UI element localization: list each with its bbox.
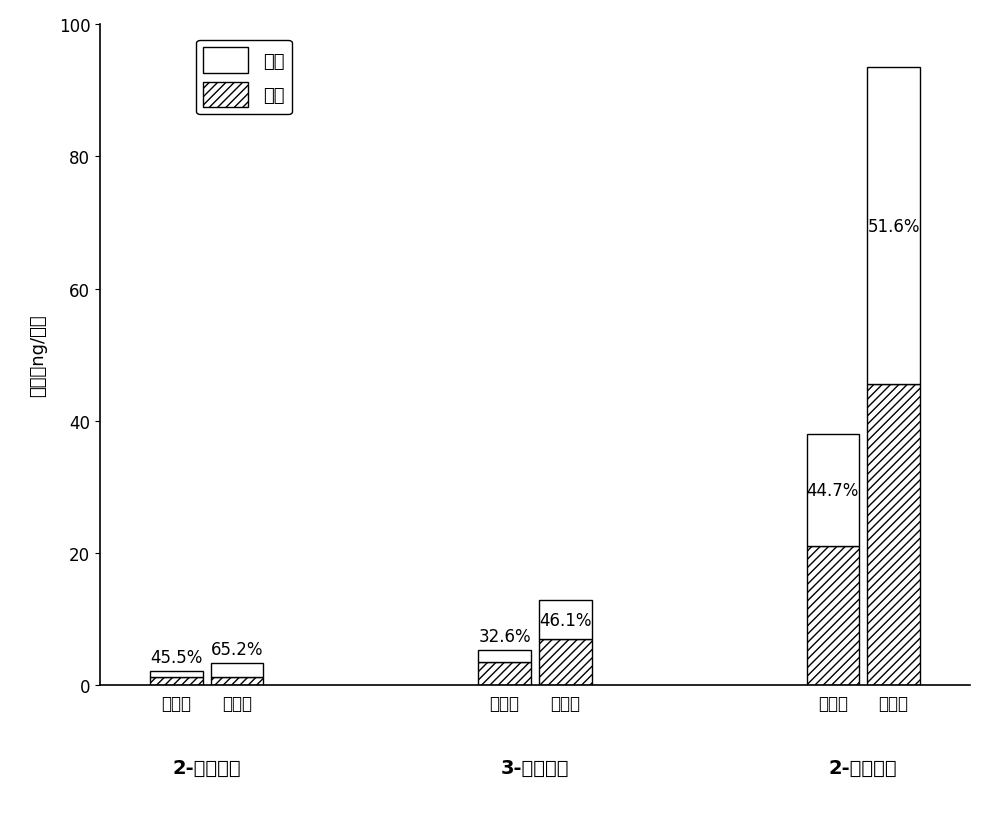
Text: 51.6%: 51.6%	[867, 217, 920, 236]
Bar	[867, 68, 920, 385]
Text: 3-乙基吠啾: 3-乙基吠啾	[501, 757, 569, 777]
Bar	[211, 678, 263, 686]
Text: 44.7%: 44.7%	[807, 482, 859, 500]
Bar	[478, 662, 531, 686]
Text: 32.6%: 32.6%	[478, 627, 531, 645]
Bar	[150, 678, 203, 686]
Text: 46.1%: 46.1%	[539, 611, 592, 629]
Text: 2-甲基吠尴: 2-甲基吠尴	[829, 757, 898, 777]
Y-axis label: 含量（ng/口）: 含量（ng/口）	[30, 314, 48, 396]
Bar	[807, 435, 859, 547]
Bar	[211, 663, 263, 678]
Text: 45.5%: 45.5%	[150, 648, 203, 665]
Text: 2-乙基吠啾: 2-乙基吠啾	[172, 757, 241, 777]
Bar	[150, 671, 203, 678]
Legend: 气相, 粒相: 气相, 粒相	[196, 41, 292, 115]
Bar	[539, 640, 592, 686]
Bar	[807, 547, 859, 686]
Bar	[867, 385, 920, 686]
Bar	[539, 600, 592, 640]
Text: 65.2%: 65.2%	[211, 640, 263, 658]
Bar	[478, 650, 531, 662]
